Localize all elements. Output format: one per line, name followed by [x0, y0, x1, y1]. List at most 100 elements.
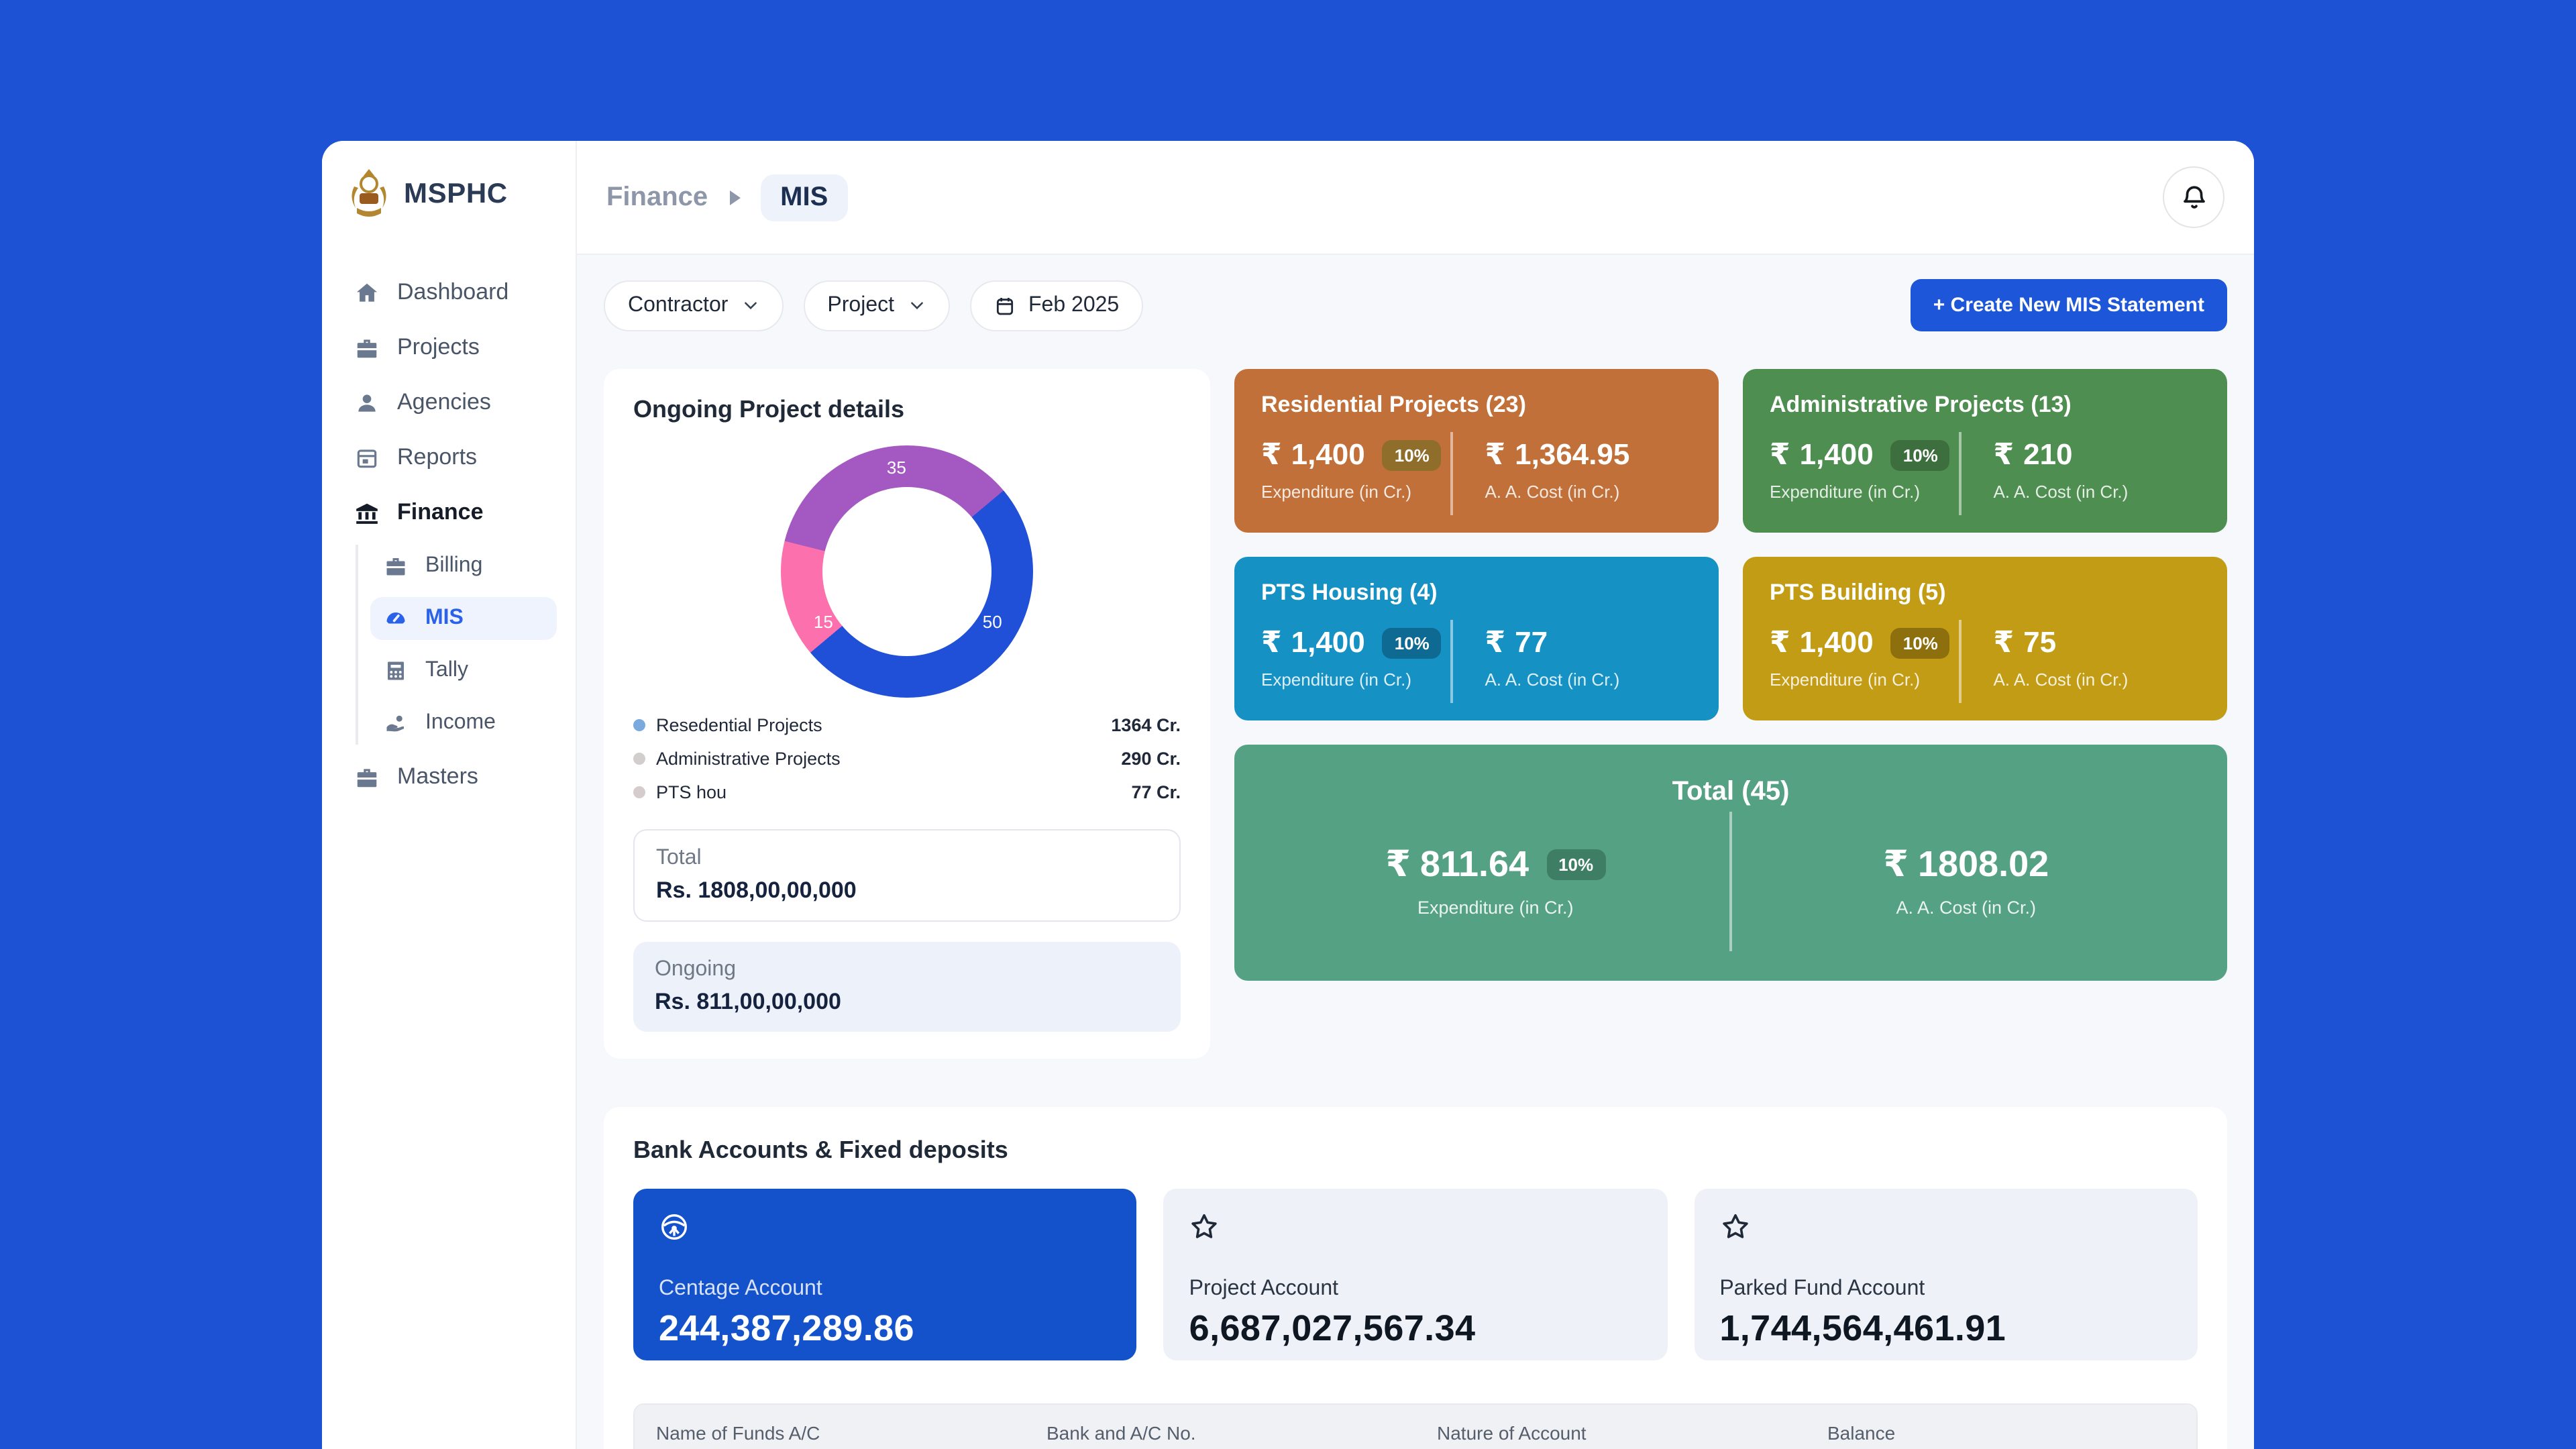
project-account-card[interactable]: Project Account 6,687,027,567.34 — [1163, 1189, 1668, 1360]
bank-icon — [356, 502, 378, 523]
ongoing-label: Ongoing — [655, 958, 736, 981]
project-stat-grid: Residential Projects (23) ₹1,400 10% Exp… — [1234, 369, 2227, 981]
sidebar-item-tally[interactable]: Tally — [370, 649, 557, 692]
pts-building-card: PTS Building (5) ₹1,400 10% Expenditure … — [1743, 557, 2227, 720]
stat-card-title: Residential Projects (23) — [1261, 392, 1526, 417]
project-filter[interactable]: Project — [803, 280, 949, 331]
expenditure-label: Expenditure (in Cr.) — [1770, 669, 1920, 690]
chevron-down-icon — [744, 302, 757, 310]
chart-legend: Resedential Projects 1364 Cr. Administra… — [633, 708, 1181, 809]
topbar: Finance MIS — [577, 141, 2254, 255]
gauge-icon — [386, 612, 405, 624]
account-balance: 244,387,289.86 — [659, 1308, 914, 1348]
divider — [1450, 432, 1453, 515]
centage-account-card[interactable]: Centage Account 244,387,289.86 — [633, 1189, 1137, 1360]
legend-item: PTS hou 77 Cr. — [633, 775, 1181, 809]
cost-value: 210 — [2023, 437, 2073, 471]
breadcrumb-parent[interactable]: Finance — [606, 182, 708, 211]
residential-projects-card: Residential Projects (23) ₹1,400 10% Exp… — [1234, 369, 1719, 533]
parked-fund-account-card[interactable]: Parked Fund Account 1,744,564,461.91 — [1694, 1189, 2198, 1360]
legend-dot-icon — [633, 753, 645, 765]
brand-name: MSPHC — [404, 178, 508, 209]
administrative-projects-card: Administrative Projects (13) ₹1,400 10% … — [1743, 369, 2227, 533]
column-header: Name of Funds A/C — [656, 1422, 820, 1444]
percent-badge: 10% — [1546, 849, 1606, 880]
stat-card-title: PTS Building (5) — [1770, 580, 1946, 605]
expenditure-value: 1,400 — [1799, 625, 1874, 659]
sidebar-item-projects[interactable]: Projects — [341, 325, 557, 370]
donut-segment-label-pink: 15 — [813, 612, 833, 633]
percent-badge: 10% — [1890, 627, 1950, 658]
rupee-icon: ₹ — [1261, 439, 1282, 472]
expenditure-label: Expenditure (in Cr.) — [1261, 669, 1411, 690]
report-icon — [357, 449, 377, 468]
main-panel: MSPHC Dashboard Projects Agencies Repo — [322, 141, 2254, 1449]
sidebar-item-dashboard[interactable]: Dashboard — [341, 270, 557, 315]
rupee-icon: ₹ — [1485, 627, 1506, 660]
hand-coin-icon — [386, 715, 404, 732]
sidebar: MSPHC Dashboard Projects Agencies Repo — [322, 141, 577, 1449]
sidebar-item-masters[interactable]: Masters — [341, 754, 557, 800]
stat-card-title: PTS Housing (4) — [1261, 580, 1438, 605]
sidebar-item-finance[interactable]: Finance — [341, 490, 557, 535]
cost-label: A. A. Cost (in Cr.) — [1993, 482, 2129, 502]
bell-icon — [2183, 185, 2204, 208]
sidebar-item-label: Agencies — [397, 389, 491, 415]
legend-value: 290 Cr. — [1121, 749, 1181, 769]
rupee-icon: ₹ — [1485, 439, 1506, 472]
percent-badge: 10% — [1382, 627, 1442, 658]
sidebar-item-label: Finance — [397, 499, 484, 525]
sidebar-item-reports[interactable]: Reports — [341, 435, 557, 480]
notifications-button[interactable] — [2163, 166, 2224, 228]
main-area: Finance MIS Contractor Project — [577, 141, 2254, 1449]
rupee-icon: ₹ — [1993, 439, 2015, 472]
calculator-icon — [388, 661, 404, 680]
create-mis-statement-button[interactable]: + Create New MIS Statement — [1910, 279, 2227, 331]
account-balance: 6,687,027,567.34 — [1189, 1308, 1476, 1348]
bank-section-title: Bank Accounts & Fixed deposits — [633, 1136, 1008, 1163]
expenditure-label: Expenditure (in Cr.) — [1261, 482, 1411, 502]
legend-value: 1364 Cr. — [1111, 715, 1181, 735]
total-label: Total — [656, 847, 702, 869]
total-cost-value: 1808.02 — [1917, 844, 2049, 884]
contractor-filter[interactable]: Contractor — [604, 280, 784, 331]
sidebar-item-mis[interactable]: MIS — [370, 597, 557, 640]
breadcrumb-chevron-icon — [727, 189, 741, 206]
expenditure-label: Expenditure (in Cr.) — [1770, 482, 1920, 502]
donut-chart: 35 50 15 — [781, 445, 1033, 698]
overview-row: Ongoing Project details 35 50 15 Reseden… — [604, 369, 2227, 1059]
sidebar-item-agencies[interactable]: Agencies — [341, 380, 557, 425]
sidebar-item-income[interactable]: Income — [370, 702, 557, 745]
home-icon — [356, 282, 378, 301]
cost-label: A. A. Cost (in Cr.) — [1993, 669, 2129, 690]
sidebar-item-billing[interactable]: Billing — [370, 545, 557, 588]
sidebar-item-label: Reports — [397, 444, 478, 470]
rupee-icon: ₹ — [1993, 627, 2015, 660]
account-balance: 1,744,564,461.91 — [1719, 1308, 2006, 1348]
sidebar-item-label: MIS — [425, 606, 464, 629]
calendar-icon — [996, 297, 1013, 315]
account-name: Parked Fund Account — [1719, 1277, 1925, 1300]
column-header: Nature of Account — [1437, 1422, 1587, 1444]
person-icon — [358, 394, 376, 411]
legend-value: 77 Cr. — [1131, 782, 1181, 802]
ongoing-amount-box: Ongoing Rs. 811,00,00,000 — [633, 942, 1181, 1032]
donut-segment-label-blue: 50 — [982, 612, 1002, 633]
divider — [1729, 811, 1732, 951]
date-filter[interactable]: Feb 2025 — [969, 280, 1144, 331]
wheel-icon — [661, 1214, 687, 1240]
funds-table: Name of Funds A/C Bank and A/C No. Natur… — [633, 1403, 2198, 1449]
project-filter-label: Project — [827, 293, 894, 316]
ongoing-project-details-card: Ongoing Project details 35 50 15 Reseden… — [604, 369, 1210, 1059]
star-icon — [1191, 1214, 1218, 1238]
pts-housing-card: PTS Housing (4) ₹1,400 10% Expenditure (… — [1234, 557, 1719, 720]
contractor-filter-label: Contractor — [628, 293, 729, 316]
divider — [1450, 620, 1453, 703]
cost-value: 77 — [1515, 625, 1548, 659]
account-name: Centage Account — [659, 1277, 822, 1300]
sidebar-item-label: Billing — [425, 554, 483, 577]
rupee-icon: ₹ — [1770, 439, 1790, 472]
chevron-down-icon — [910, 302, 922, 310]
donut-hole — [822, 487, 991, 656]
